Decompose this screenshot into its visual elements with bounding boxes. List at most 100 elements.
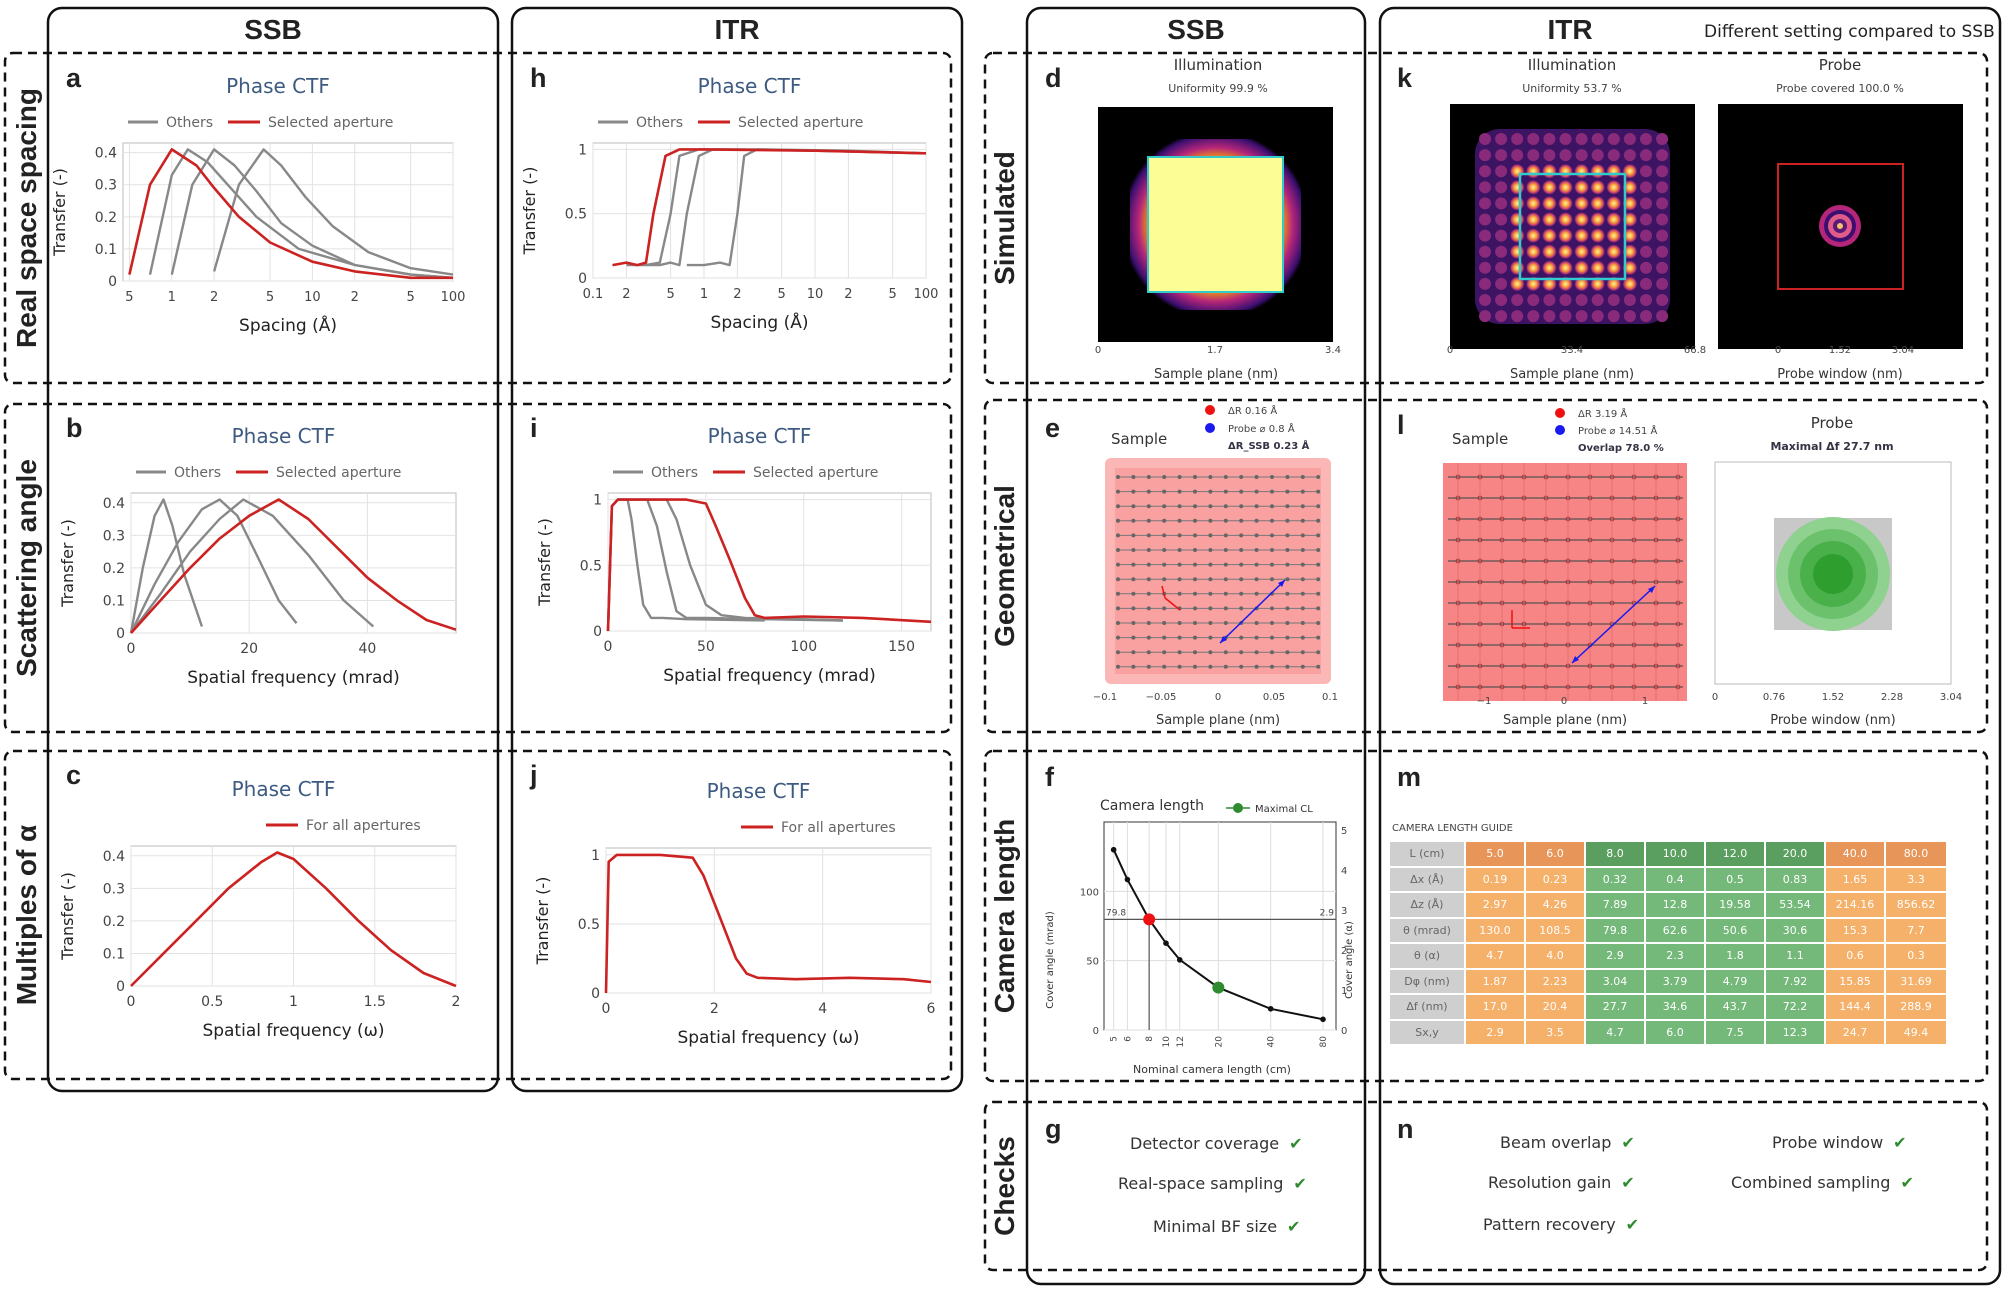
table-cell: 214.16 — [1826, 893, 1884, 917]
illumination-spot — [1590, 260, 1605, 275]
x-tick-label: 5 — [666, 287, 674, 302]
table-cell: 1.1 — [1766, 944, 1824, 968]
cam-curve — [1112, 849, 1324, 1021]
scan-point — [1300, 489, 1305, 494]
check-label: Detector coverage — [1130, 1134, 1280, 1153]
table-row-label: Δx (Å) — [1390, 867, 1464, 891]
scan-point — [1116, 577, 1120, 582]
table-cell: 0.23 — [1526, 867, 1584, 891]
scan-point — [1316, 635, 1321, 640]
table-cell: 108.5 — [1526, 918, 1584, 942]
table-header-cell: 6.0 — [1526, 842, 1584, 866]
scan-point — [1193, 635, 1197, 640]
illumination-spot — [1542, 180, 1557, 195]
scan-point — [1316, 562, 1321, 567]
scan-point — [1285, 475, 1290, 479]
y-tick-label: 0 — [591, 986, 600, 1002]
illumination-spot — [1640, 245, 1652, 258]
scan-point — [1223, 591, 1228, 596]
scan-point — [1239, 548, 1244, 552]
data-point — [1163, 940, 1169, 946]
cam-ylabel-right: Cover angle (α) — [1344, 921, 1355, 999]
scan-point — [1270, 621, 1274, 625]
illumination-spot — [1640, 261, 1652, 274]
series-line-others — [129, 498, 298, 634]
scan-point — [1316, 621, 1321, 625]
ctf-chart-i: Phase CTF Others Selected aperture 0 50 100 15… — [535, 424, 932, 686]
illumination-spot — [1640, 149, 1652, 162]
illumination-spot — [1510, 260, 1525, 275]
illumination-spot — [1479, 165, 1491, 178]
x-tick-label: 0.5 — [201, 994, 223, 1010]
guide-title: CAMERA LENGTH GUIDE — [1392, 823, 1513, 834]
table-cell: 20.4 — [1526, 995, 1584, 1019]
scan-point — [1254, 591, 1259, 596]
legend-label: Others — [174, 465, 221, 481]
scan-point — [1162, 577, 1167, 582]
x-tick-label: 150 — [888, 639, 915, 655]
scan-point — [1177, 518, 1182, 523]
scan-point — [1316, 504, 1321, 509]
illumination-spot — [1495, 165, 1508, 178]
table-cell: 1.8 — [1706, 944, 1764, 968]
scan-point — [1146, 664, 1151, 669]
scan-point — [1162, 562, 1167, 567]
illumination-spot — [1656, 133, 1669, 145]
illumination-spot — [1495, 149, 1508, 162]
scan-point — [1316, 606, 1321, 611]
scan-point — [1285, 504, 1290, 509]
illumination-spot — [1526, 212, 1541, 227]
scan-point — [1285, 577, 1290, 582]
probe-sim-xtick-0: 0 — [1775, 345, 1781, 356]
scan-point — [1146, 489, 1151, 494]
table-cell: 79.8 — [1586, 918, 1644, 942]
illumination-itr: Illumination Uniformity 53.7 % 0 33.4 66… — [1447, 56, 1963, 380]
illum-itr-subtitle: Uniformity 53.7 % — [1522, 82, 1622, 95]
illumination-spot — [1575, 149, 1588, 162]
scan-point — [1223, 548, 1228, 552]
scan-point — [1146, 606, 1151, 611]
illumination-spot — [1622, 180, 1637, 195]
illumination-spot — [1558, 276, 1573, 291]
scan-point — [1285, 606, 1290, 611]
table-cell: 7.92 — [1766, 969, 1824, 993]
scan-point — [1285, 562, 1290, 567]
chart-title: Phase CTF — [232, 777, 336, 801]
illumination-spot — [1526, 276, 1541, 291]
data-point — [1110, 846, 1117, 853]
scan-point — [1131, 475, 1136, 479]
scan-point — [1146, 562, 1151, 567]
illumination-spot — [1622, 228, 1637, 243]
illumination-spot — [1558, 228, 1573, 243]
scan-point — [1146, 533, 1151, 538]
scan-point — [1162, 664, 1167, 669]
scan-point — [1270, 548, 1274, 552]
illumination-spot — [1526, 228, 1541, 243]
scan-point — [1116, 664, 1120, 669]
scan-point — [1254, 664, 1259, 669]
y-axis-label: Transfer (-) — [58, 872, 77, 961]
table-cell: 0.5 — [1706, 867, 1764, 891]
y-tick-label-right: 0 — [1341, 1026, 1347, 1037]
illumination-spot — [1590, 276, 1605, 291]
plot-area — [122, 142, 454, 282]
table-cell: 2.9 — [1466, 1020, 1524, 1044]
scan-point — [1208, 562, 1213, 567]
scan-point — [1116, 562, 1120, 567]
geom-probe-title: Probe — [1811, 414, 1854, 432]
scan-point — [1300, 606, 1305, 611]
table-cell: 3.79 — [1646, 969, 1704, 993]
x-tick-label: 5 — [266, 290, 274, 305]
illumination-spot — [1607, 294, 1620, 306]
panel-letter-b: b — [66, 413, 83, 443]
x-tick-label: 40 — [1267, 1036, 1277, 1048]
scan-point — [1177, 475, 1182, 479]
scan-point — [1316, 489, 1321, 494]
table-cell: 30.6 — [1766, 918, 1824, 942]
illum-ssb-xtick-1: 1.7 — [1207, 345, 1223, 356]
header-itr-right: ITR — [1547, 14, 1593, 45]
geom-probe-xtick-3: 2.28 — [1881, 692, 1903, 703]
geom-probe-subtitle: Maximal Δf 27.7 nm — [1770, 440, 1893, 453]
chart-title: Phase CTF — [708, 424, 812, 448]
scan-point — [1193, 577, 1197, 582]
